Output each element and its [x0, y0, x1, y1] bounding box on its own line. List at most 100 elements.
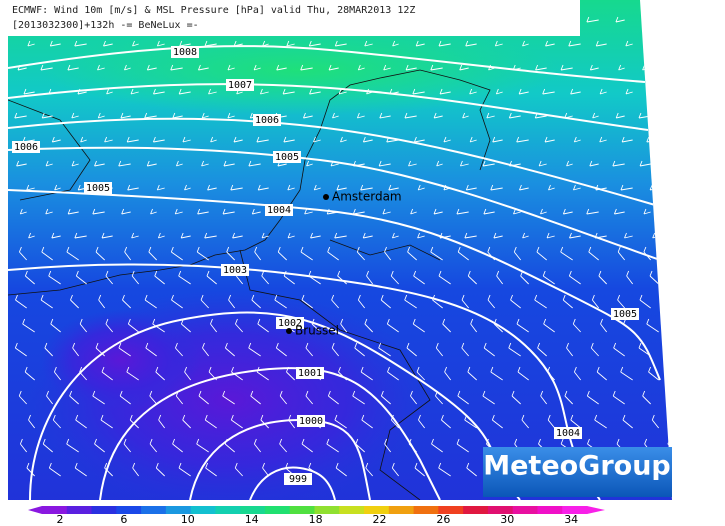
wind-barb [469, 136, 477, 143]
border [329, 239, 441, 261]
wind-barb [253, 64, 261, 71]
wind-barb [126, 136, 139, 143]
wind-barb [79, 318, 88, 333]
wind-barb [618, 64, 625, 71]
wind-barb [340, 136, 347, 143]
colorbar-cell [487, 506, 514, 514]
colorbar-label: 10 [181, 513, 195, 526]
wind-barb [45, 160, 53, 167]
isobar [8, 263, 601, 500]
wind-barb [418, 414, 426, 429]
wind-barb [599, 136, 607, 143]
colorbar-label: 30 [500, 513, 514, 526]
wind-barb [251, 208, 261, 215]
wind-barb [144, 294, 157, 309]
wind-barb [674, 463, 685, 476]
logo-box [483, 447, 672, 497]
wind-barb [665, 246, 672, 261]
wind-barb [457, 246, 469, 261]
isobar-label: 1005 [275, 152, 299, 163]
wind-barb [430, 64, 443, 71]
wind-barb [496, 270, 504, 285]
city-name: Amsterdam [332, 190, 402, 204]
wind-barb [511, 390, 521, 405]
wind-barb [483, 208, 495, 215]
wind-barb [612, 390, 625, 405]
wind-barb [406, 342, 417, 357]
wind-barb [66, 438, 79, 453]
wind-barb [669, 160, 672, 167]
wind-barb [678, 415, 685, 428]
wind-barb [74, 462, 87, 477]
label-box [221, 264, 249, 276]
wind-barb [124, 64, 131, 71]
wind-barb [669, 208, 672, 215]
wind-barb [98, 294, 106, 309]
isobar-label: 1000 [299, 416, 323, 427]
wind-barb [306, 160, 313, 167]
isobar [99, 367, 441, 500]
wind-barb [334, 40, 347, 47]
wind-barb [356, 112, 365, 119]
wind-barb [410, 390, 418, 405]
wind-barb [436, 160, 443, 167]
wind-barb [651, 414, 660, 429]
wind-barb [566, 160, 573, 167]
wind-barb [118, 160, 131, 167]
wind-barb [288, 414, 296, 429]
wind-barb [392, 40, 399, 47]
wind-barb [456, 208, 469, 215]
header-box [8, 0, 580, 36]
wind-barb [208, 88, 217, 95]
colorbar-label: 2 [57, 513, 64, 526]
wind-barb [564, 390, 573, 405]
colorbar-cell [438, 506, 464, 514]
wind-barb [615, 16, 625, 23]
wind-barb [172, 112, 183, 119]
wind-barb [94, 160, 105, 167]
wind-barb [617, 246, 626, 261]
wind-barb [305, 342, 314, 357]
wind-barb [328, 64, 339, 71]
wind-barb [144, 112, 157, 119]
wind-barb [197, 208, 209, 215]
wind-barb [308, 40, 321, 47]
cities: Amsterdam Brussel [286, 190, 402, 338]
wind-barb [519, 184, 529, 191]
wind-barb [667, 342, 672, 357]
wind-barb [649, 184, 659, 191]
wind-barb [664, 294, 672, 309]
wind-barb [15, 294, 27, 309]
label-box [611, 308, 639, 320]
wind-barb [651, 40, 659, 47]
wind-barb [198, 390, 209, 405]
wind-barb [586, 16, 599, 23]
colorbar-label: 6 [120, 513, 127, 526]
city-name: Brussel [295, 324, 339, 338]
wind-barb [569, 232, 581, 239]
wind-barb [67, 208, 79, 215]
wind-barb [155, 462, 165, 477]
wind-barb [513, 246, 522, 261]
colorbar-arrow [28, 506, 42, 514]
wind-barb [92, 390, 105, 405]
wind-barb [457, 390, 469, 405]
wind-barb [360, 184, 373, 191]
wind-barb [95, 342, 105, 357]
wind-barb [612, 160, 625, 167]
wind-barb [547, 414, 556, 429]
wind-barb [97, 64, 105, 71]
colorbar-label: 22 [373, 513, 387, 526]
wind-barb [470, 318, 478, 333]
wind-barb [364, 318, 373, 333]
wind-barb [483, 342, 495, 357]
wind-barb [462, 112, 469, 119]
wind-barb [19, 208, 27, 215]
wind-barb [665, 112, 672, 119]
wind-barb [22, 318, 35, 333]
wind-barb [206, 270, 217, 285]
wind-barb [456, 438, 469, 453]
wind-barb [48, 270, 61, 285]
header-line: [2013032300]+132h -= BeNeLux =- [12, 20, 199, 31]
wind-barb [590, 342, 599, 357]
